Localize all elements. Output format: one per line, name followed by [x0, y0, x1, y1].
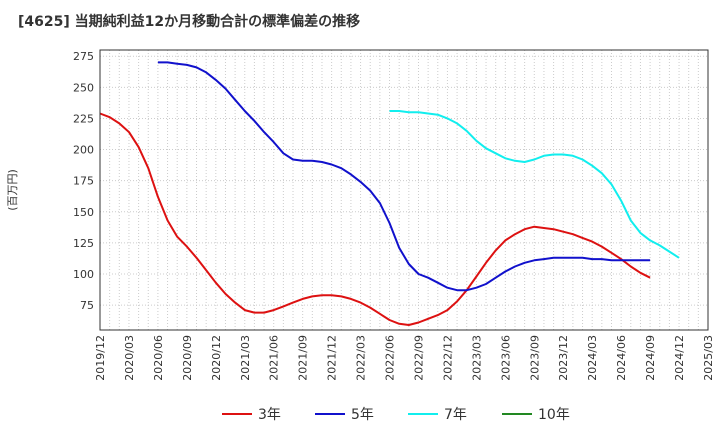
plot-frame	[99, 49, 709, 331]
x-tick-label: 2025/03	[702, 335, 715, 381]
series-line-1	[99, 112, 651, 326]
x-tick-label: 2022/03	[355, 335, 368, 381]
y-tick-label: 125	[73, 237, 94, 250]
plot-background	[100, 50, 708, 330]
x-tick-label: 2023/12	[557, 335, 570, 381]
series-layer	[99, 61, 680, 326]
legend-label-1: 3年	[258, 407, 281, 423]
legend-label-4: 10年	[538, 407, 570, 423]
x-tick-label: 2020/06	[152, 335, 165, 381]
x-tick-label: 2023/03	[470, 335, 483, 381]
y-axis-ticks: 75 100 125 150 175 200 225 250 275	[73, 50, 94, 312]
y-tick-label: 250	[73, 81, 94, 94]
y-tick-label: 75	[80, 299, 94, 312]
y-tick-label: 100	[73, 268, 94, 281]
x-tick-label: 2022/09	[412, 335, 425, 381]
y-tick-label: 150	[73, 206, 94, 219]
series-line-2	[157, 61, 651, 292]
chart-title: [4625] 当期純利益12か月移動合計の標準偏差の推移	[18, 14, 361, 30]
x-tick-label: 2024/03	[586, 335, 599, 381]
x-axis-ticks: 2019/12 2020/03 2020/06 2020/09 2020/12 2021/…	[94, 335, 715, 381]
x-tick-label: 2021/12	[326, 335, 339, 381]
y-tick-label: 175	[73, 175, 94, 188]
x-tick-label: 2024/12	[673, 335, 686, 381]
x-tick-label: 2024/06	[615, 335, 628, 381]
legend: 3年 5年 7年 10年	[222, 407, 570, 423]
y-tick-label: 200	[73, 144, 94, 157]
x-tick-label: 2019/12	[94, 335, 107, 381]
y-tick-label: 275	[73, 50, 94, 63]
series-line-3	[389, 110, 680, 259]
x-tick-label: 2020/03	[123, 335, 136, 381]
x-tick-label: 2024/09	[644, 335, 657, 381]
y-tick-label: 225	[73, 112, 94, 125]
x-tick-label: 2020/09	[181, 335, 194, 381]
legend-label-3: 7年	[444, 407, 467, 423]
x-tick-label: 2021/03	[239, 335, 252, 381]
x-tick-label: 2021/06	[268, 335, 281, 381]
x-tick-label: 2022/06	[384, 335, 397, 381]
x-tick-label: 2022/12	[441, 335, 454, 381]
grid-lines	[100, 50, 708, 330]
x-tick-label: 2020/12	[210, 335, 223, 381]
x-tick-label: 2023/09	[528, 335, 541, 381]
legend-label-2: 5年	[351, 407, 374, 423]
x-tick-label: 2023/06	[499, 335, 512, 381]
x-tick-label: 2021/09	[297, 335, 310, 381]
y-axis-label: (百万円)	[6, 169, 19, 211]
